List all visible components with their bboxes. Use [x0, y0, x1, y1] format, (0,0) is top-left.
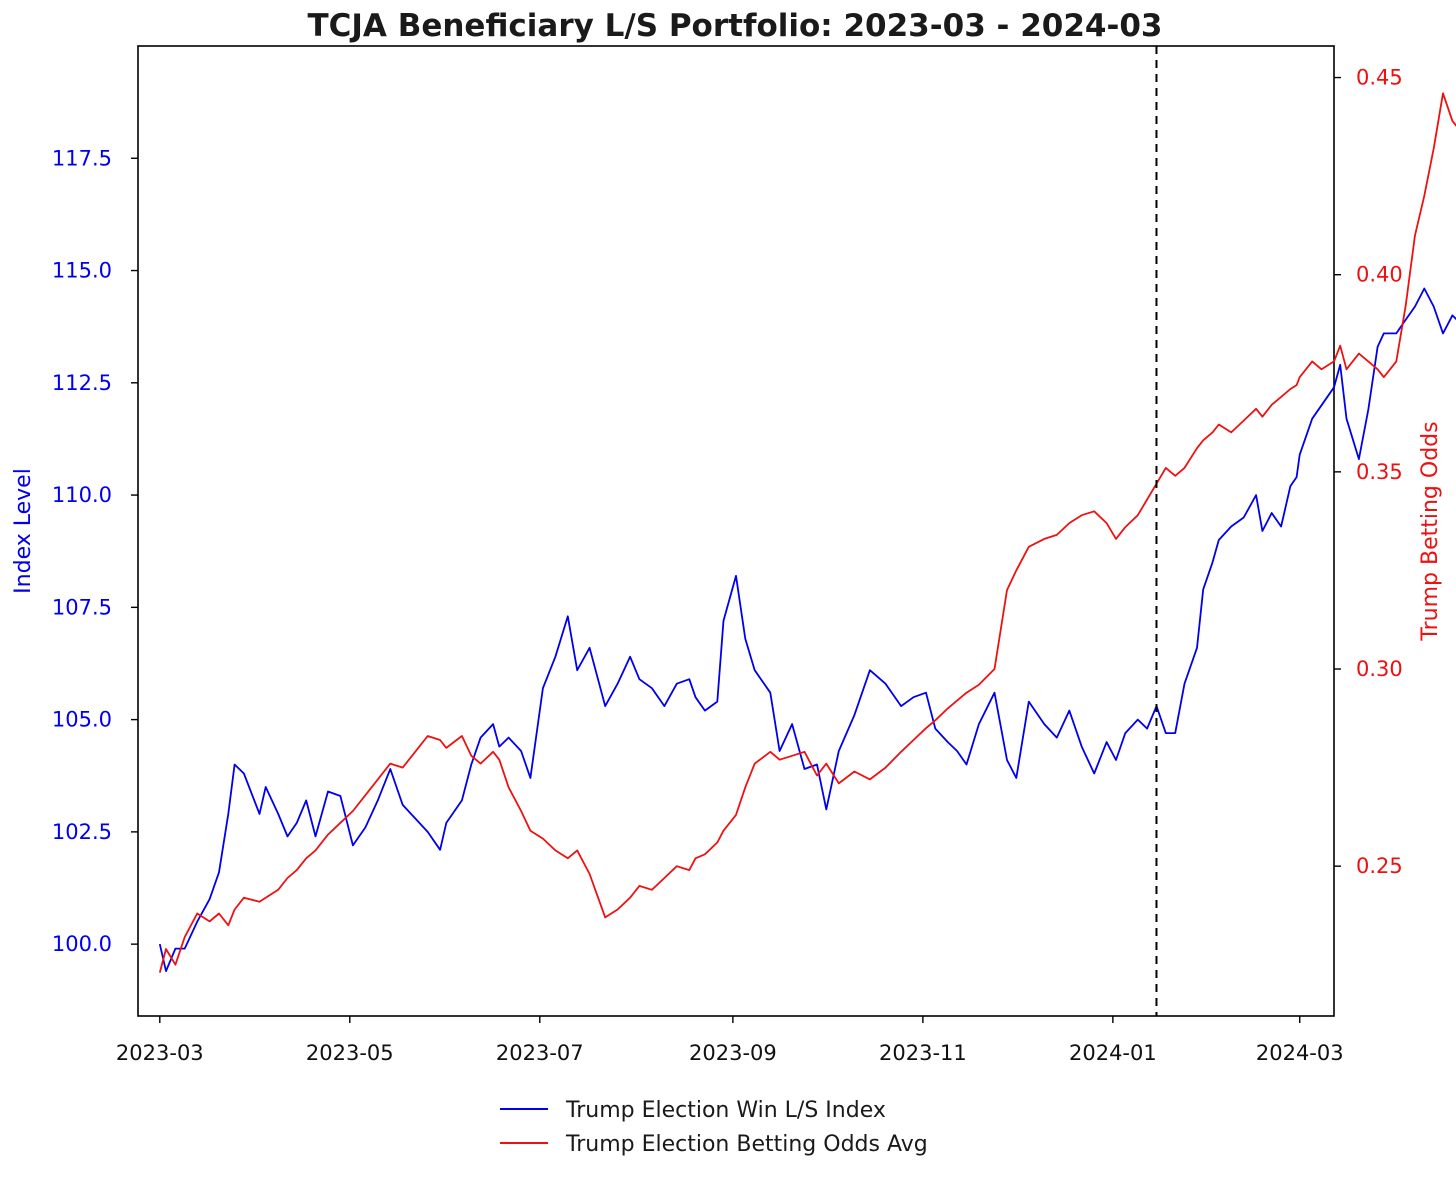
x-tick-label: 2023-03: [116, 1041, 204, 1065]
right-tick-label: 0.30: [1356, 657, 1403, 681]
left-tick-label: 115.0: [52, 259, 112, 283]
right-tick-label: 0.25: [1356, 854, 1403, 878]
chart-title: TCJA Beneficiary L/S Portfolio: 2023-03 …: [307, 8, 1162, 44]
left-axis: 100.0 102.5 105.0 107.5 110.0 112.5 115.0 117.5: [52, 146, 138, 956]
right-tick-label: 0.40: [1356, 263, 1403, 287]
legend: Trump Election Win L/S Index Trump Elect…: [500, 1098, 928, 1157]
left-tick-label: 100.0: [52, 932, 112, 956]
series-line-index: [158, 287, 1456, 972]
x-tick-label: 2024-01: [1069, 1041, 1157, 1065]
right-tick-label: 0.35: [1356, 460, 1403, 484]
series-layer: [158, 92, 1456, 973]
legend-label-odds: Trump Election Betting Odds Avg: [565, 1132, 928, 1157]
left-tick-label: 107.5: [52, 595, 112, 619]
plot-frame: [137, 45, 1335, 1017]
left-axis-label: Index Level: [11, 468, 36, 594]
left-tick-label: 117.5: [52, 146, 112, 170]
right-tick-label: 0.45: [1356, 66, 1403, 90]
x-tick-label: 2023-11: [879, 1041, 967, 1065]
x-tick-label: 2023-09: [689, 1041, 777, 1065]
series-line-odds: [158, 92, 1456, 973]
right-axis-label: Trump Betting Odds: [1418, 421, 1443, 641]
x-axis: 2023-03 2023-05 2023-07 2023-09 2023-11 2024-…: [116, 1016, 1344, 1065]
left-tick-label: 105.0: [52, 708, 112, 732]
left-tick-label: 102.5: [52, 820, 112, 844]
x-tick-label: 2023-05: [306, 1041, 394, 1065]
left-tick-label: 112.5: [52, 371, 112, 395]
x-tick-label: 2023-07: [496, 1041, 584, 1065]
x-tick-label: 2024-03: [1256, 1041, 1344, 1065]
right-axis: 0.25 0.30 0.35 0.40 0.45: [1334, 66, 1403, 878]
left-tick-label: 110.0: [52, 483, 112, 507]
legend-label-index: Trump Election Win L/S Index: [565, 1098, 886, 1123]
